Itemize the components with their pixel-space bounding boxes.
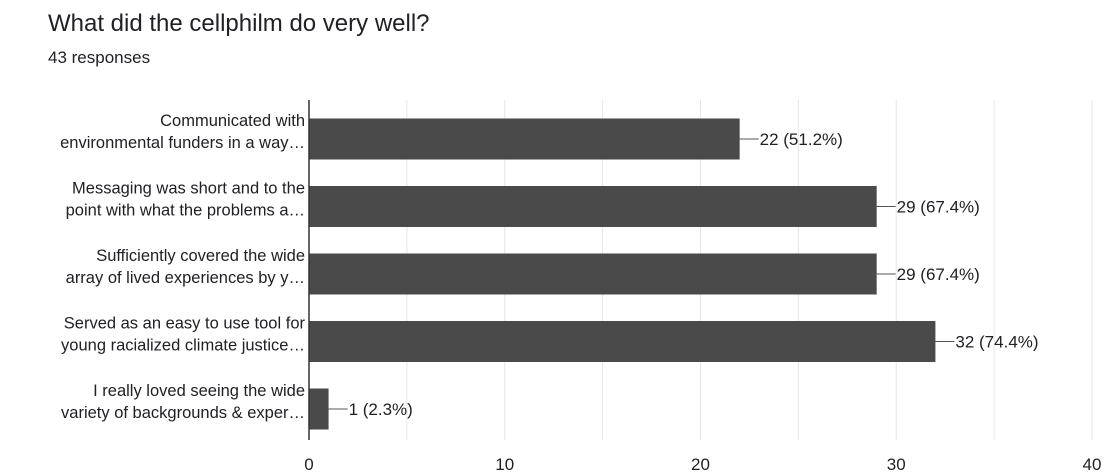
bar (309, 253, 877, 295)
data-label: 29 (67.4%) (897, 198, 980, 217)
data-label: 22 (51.2%) (760, 130, 843, 149)
category-label: array of lived experiences by y… (66, 269, 305, 287)
category-label: Served as an easy to use tool for (64, 315, 306, 333)
category-label: Messaging was short and to the (72, 180, 305, 198)
bar (309, 388, 329, 430)
category-label: Sufficiently covered the wide (96, 247, 305, 265)
bar (309, 118, 740, 160)
category-label: young racialized climate justice… (61, 337, 305, 355)
response-count: 43 responses (48, 48, 151, 67)
category-label: environmental funders in a way… (60, 134, 305, 152)
data-label: 32 (74.4%) (955, 333, 1038, 352)
data-label: 29 (67.4%) (897, 265, 980, 284)
x-tick-label: 40 (1083, 455, 1102, 473)
category-label: Communicated with (160, 112, 305, 130)
category-label: variety of backgrounds & exper… (61, 404, 305, 422)
category-label: point with what the problems a… (66, 202, 305, 220)
x-tick-label: 30 (887, 455, 906, 473)
bar (309, 186, 877, 227)
x-tick-label: 10 (495, 455, 514, 473)
x-tick-label: 20 (691, 455, 710, 473)
chart-title: What did the cellphilm do very well? (48, 10, 430, 37)
x-tick-label: 0 (304, 455, 313, 473)
data-label: 1 (2.3%) (349, 400, 413, 419)
category-label: I really loved seeing the wide (93, 382, 305, 400)
bar (309, 321, 936, 362)
